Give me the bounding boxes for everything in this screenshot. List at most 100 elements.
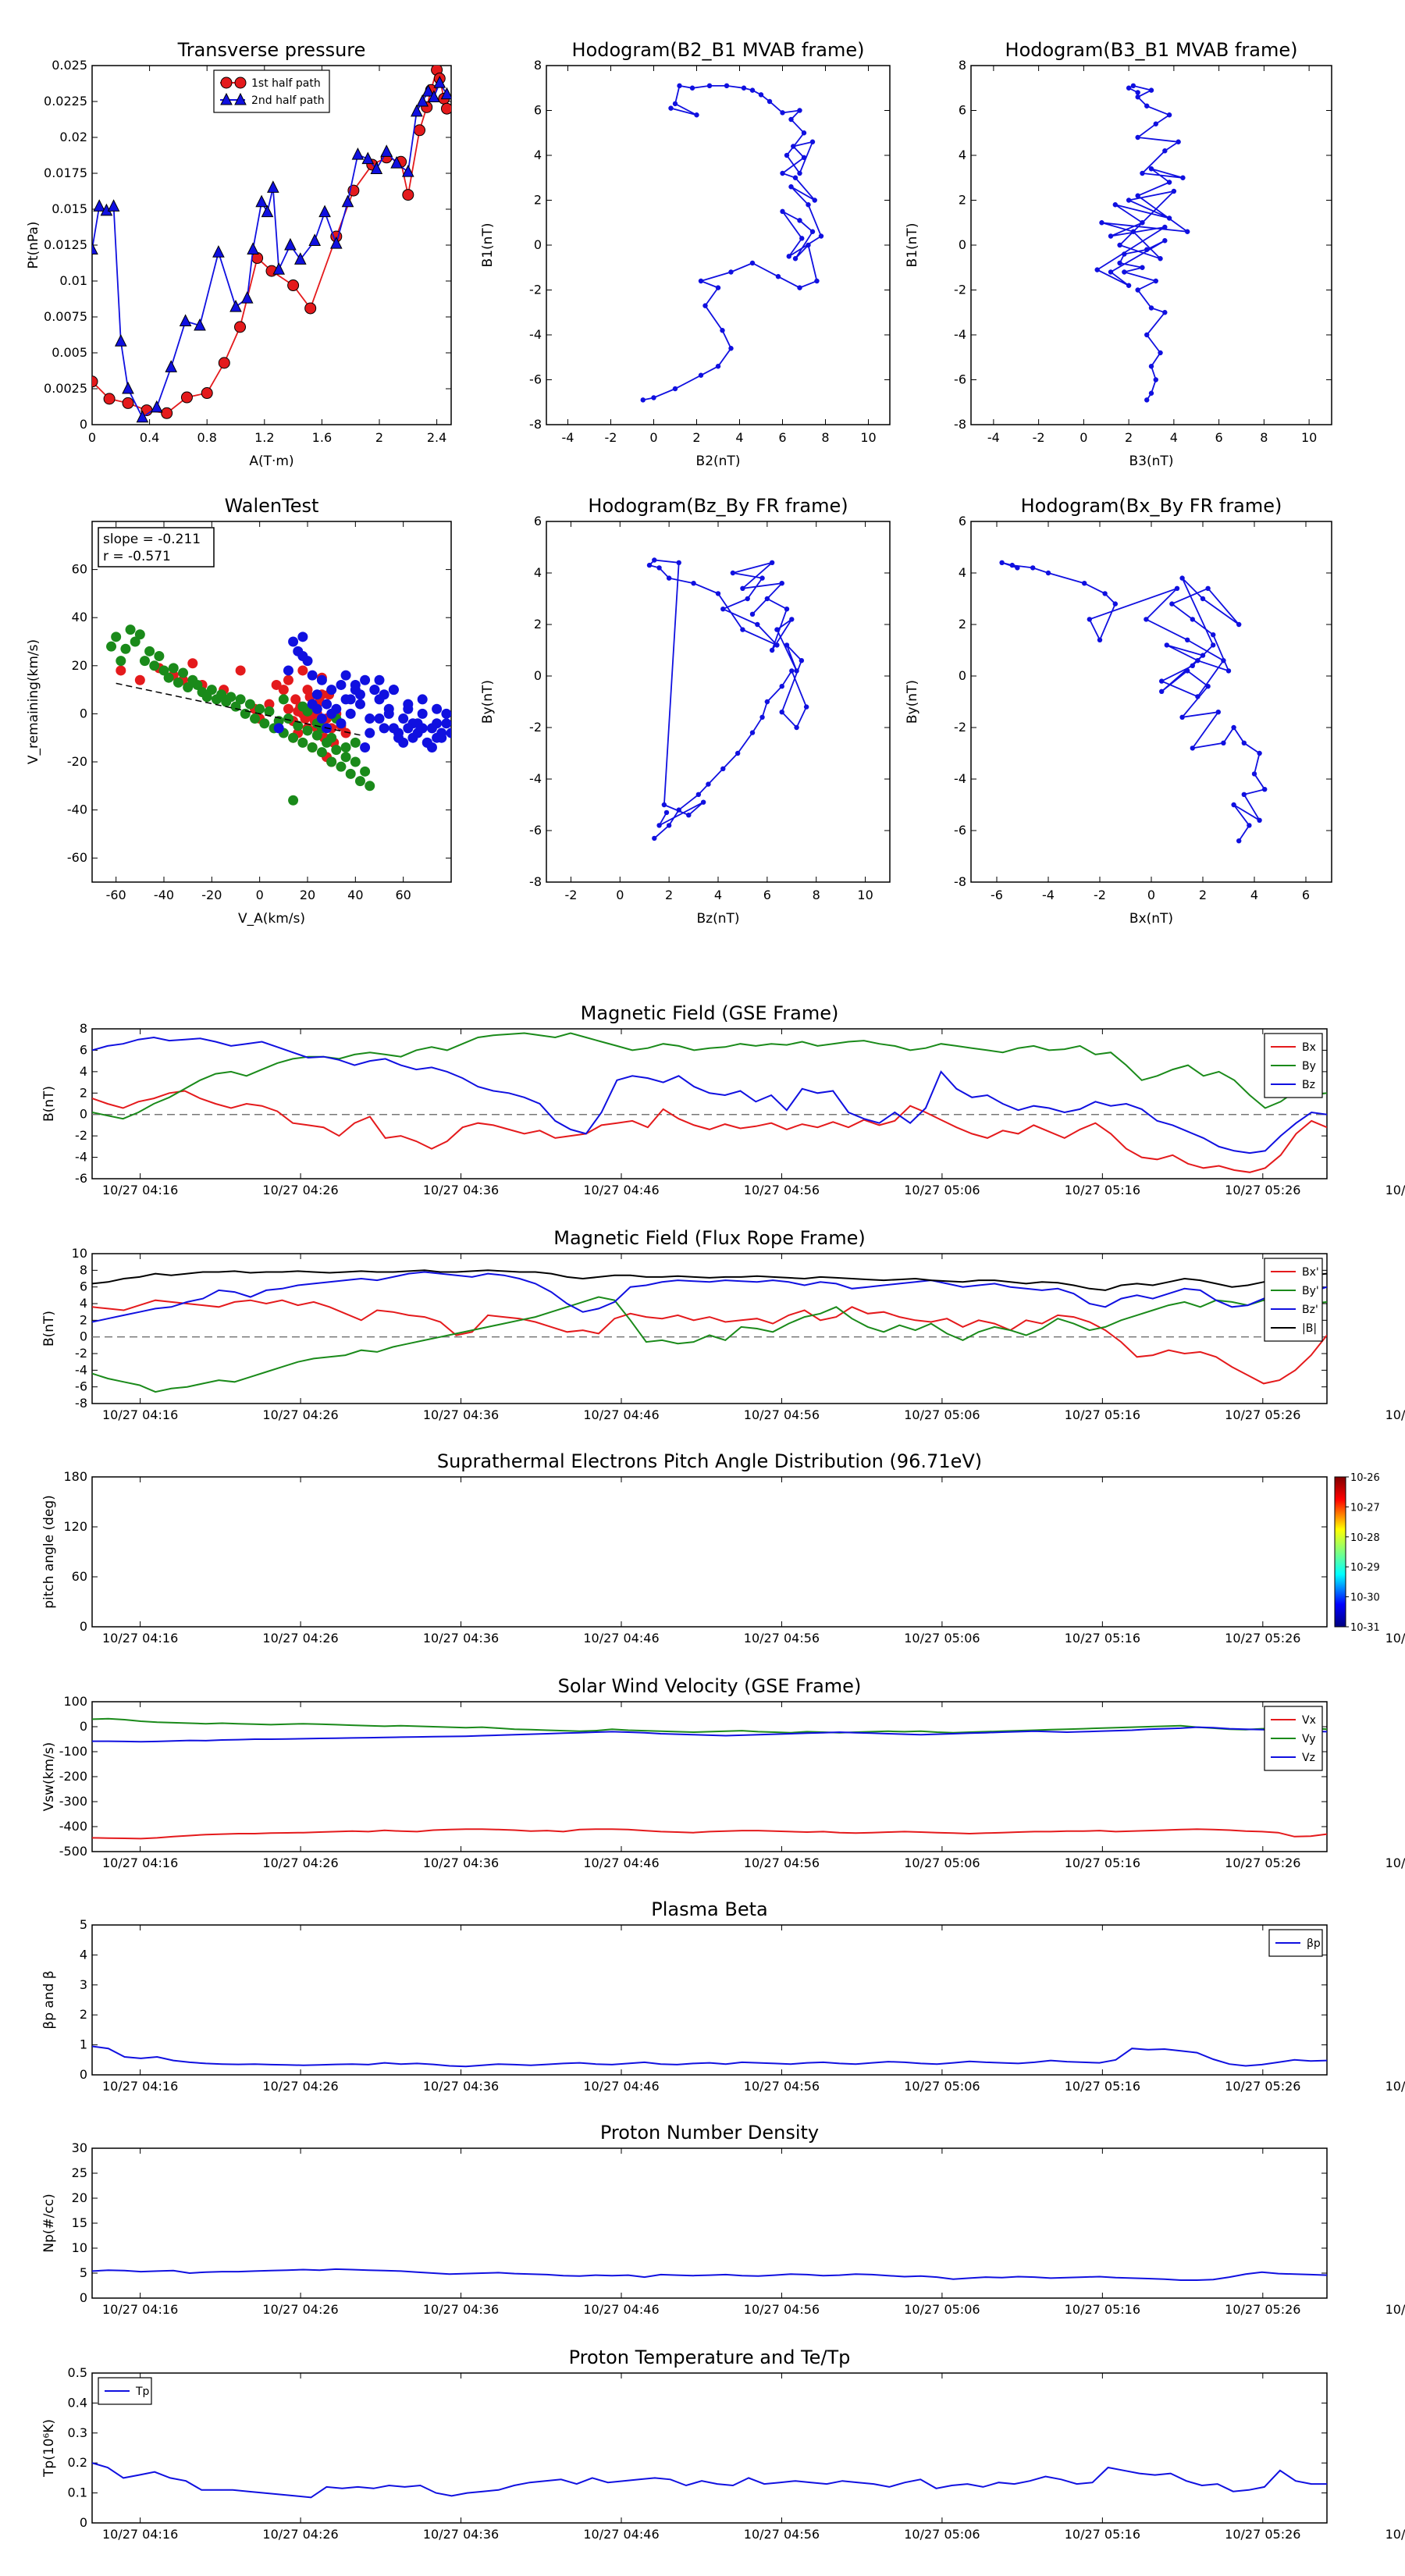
data-point <box>801 130 807 136</box>
y-axis-label: Np(#/cc) <box>41 2194 57 2252</box>
data-point <box>165 360 178 372</box>
x-tick-label: 10/27 04:46 <box>583 1183 659 1197</box>
y-tick-label: 2 <box>534 193 542 208</box>
data-point <box>1144 247 1150 252</box>
x-tick-label: 2 <box>1199 888 1207 902</box>
data-point <box>1166 112 1172 118</box>
y-tick-label: 5 <box>80 2265 87 2280</box>
data-point <box>1140 170 1145 176</box>
data-point <box>261 205 274 218</box>
y-tick-label: -2 <box>954 283 966 297</box>
y-tick-label: 30 <box>72 2140 87 2155</box>
data-point <box>283 674 293 685</box>
y-tick-label: 0.02 <box>59 130 87 144</box>
x-axis-label: Bz(nT) <box>696 911 739 927</box>
x-tick-label: 8 <box>821 430 829 445</box>
annotation-text: r = -0.571 <box>103 549 171 564</box>
x-tick-label: 10/27 05:36 <box>1385 1183 1405 1197</box>
x-tick-label: 40 <box>347 888 363 902</box>
data-point <box>340 742 351 753</box>
y-tick-label: -500 <box>59 1844 87 1859</box>
data-point <box>1257 750 1262 756</box>
series-line <box>92 2268 1327 2281</box>
data-point <box>398 737 409 748</box>
x-tick-label: 8 <box>813 888 820 902</box>
data-point <box>271 679 282 690</box>
chart-title: Transverse pressure <box>177 39 366 61</box>
data-point <box>379 689 389 700</box>
data-point <box>122 381 134 394</box>
y-tick-label: 4 <box>959 148 966 162</box>
data-point <box>130 636 140 647</box>
plot-area <box>640 83 824 403</box>
data-point <box>417 694 428 705</box>
data-point <box>1159 678 1165 684</box>
series-line <box>642 84 823 401</box>
x-tick-label: 2.4 <box>427 430 446 445</box>
data-point <box>136 410 149 423</box>
data-point <box>780 208 785 215</box>
chart-title: Hodogram(B2_B1 MVAB frame) <box>572 39 865 61</box>
y-tick-label: 15 <box>72 2215 87 2230</box>
data-point <box>1140 220 1145 226</box>
y-axis-label: pitch angle (deg) <box>41 1495 57 1609</box>
colorbar-label: 10-26 <box>1350 1472 1380 1484</box>
data-point <box>278 694 289 705</box>
data-point <box>374 674 385 685</box>
data-point <box>784 642 790 648</box>
data-point <box>764 596 770 602</box>
y-tick-label: 0.4 <box>68 2395 87 2410</box>
data-point <box>254 703 265 714</box>
y-tick-label: 0.1 <box>68 2485 87 2500</box>
data-point <box>1236 621 1242 628</box>
data-point <box>290 694 301 705</box>
data-point <box>340 670 351 681</box>
chart-title: Proton Temperature and Te/Tp <box>569 2347 851 2368</box>
legend: Tp <box>98 2377 152 2405</box>
x-tick-label: -2 <box>1094 888 1106 902</box>
data-point <box>1158 350 1163 356</box>
plot-area <box>92 66 451 423</box>
data-point <box>432 718 443 729</box>
series-line <box>92 1036 1327 1155</box>
data-point <box>311 689 322 700</box>
y-tick-label: 0.01 <box>59 273 87 288</box>
data-point <box>402 189 414 201</box>
data-point <box>755 621 760 628</box>
series-Vx <box>92 1828 1327 1840</box>
data-point <box>741 85 747 91</box>
series-line <box>92 1296 1327 1393</box>
x-tick-label: 10/27 04:26 <box>262 1856 338 1870</box>
y-axis-label: Tp(10⁶K) <box>41 2419 57 2478</box>
data-point <box>361 151 375 165</box>
data-point <box>769 560 775 565</box>
x-tick-label: 10/27 04:56 <box>744 2527 820 2542</box>
data-point <box>1094 267 1100 272</box>
legend: 1st half path 2nd half path <box>213 69 330 113</box>
data-point <box>307 670 318 681</box>
data-point <box>150 400 163 413</box>
data-point <box>326 732 337 743</box>
x-tick-label: -4 <box>1042 888 1055 902</box>
data-point <box>656 565 662 571</box>
data-point <box>794 724 799 731</box>
data-point <box>390 156 403 169</box>
data-point <box>715 364 721 369</box>
series-line <box>92 1032 1327 1120</box>
data-point <box>1215 710 1222 715</box>
data-point <box>345 708 356 719</box>
data-point <box>698 278 704 284</box>
panel-mag_fr: Magnetic Field (Flux Rope Frame) -8 -6 -4-2… <box>41 1227 1405 1422</box>
data-point <box>730 570 736 576</box>
data-point <box>661 802 667 808</box>
data-point <box>288 795 299 806</box>
data-point <box>247 242 259 255</box>
y-tick-label: 1 <box>80 2037 87 2052</box>
x-tick-label: 0 <box>649 430 657 445</box>
data-point <box>1190 663 1196 668</box>
panel-walen: WalenTest -60 -40 -20 0 20 40 60 -60 -40 -20 0 20 40 6… <box>26 495 452 927</box>
x-tick-label: 2 <box>375 430 383 445</box>
panel-tp: Proton Temperature and Te/Tp 0 0.1 0.2 0.3 0.… <box>41 2347 1405 2542</box>
y-tick-label: 25 <box>72 2165 87 2180</box>
